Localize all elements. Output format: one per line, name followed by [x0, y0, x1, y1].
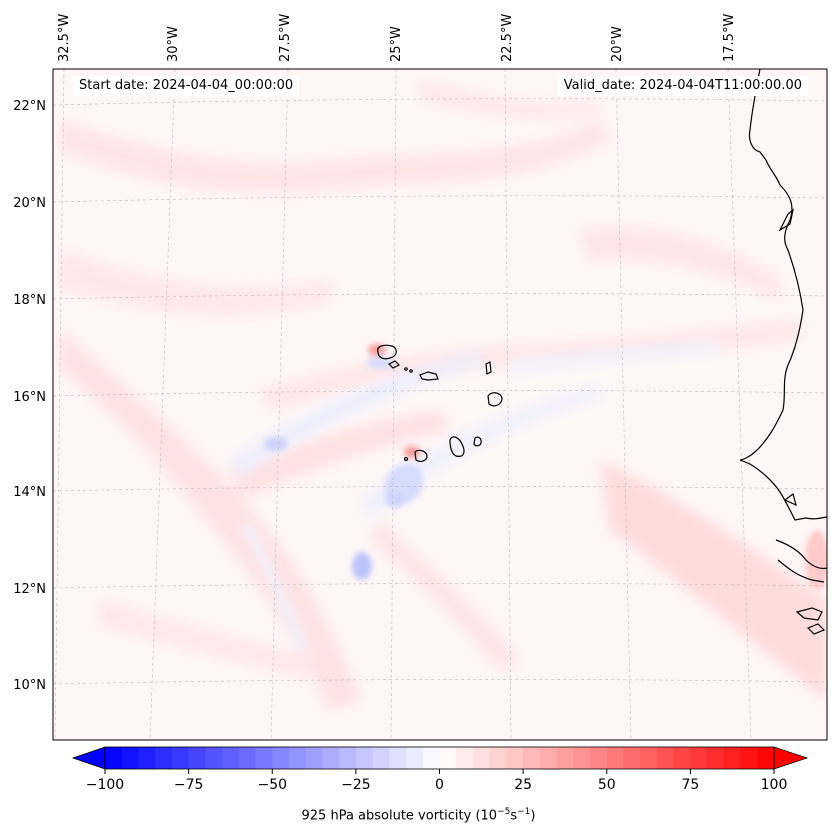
lon-label: 27.5°W	[278, 14, 293, 62]
colorbar-level	[372, 747, 390, 769]
cape-verde-islands	[377, 344, 503, 462]
map-frame	[52, 68, 828, 741]
longitude-labels: 32.5°W 30°W 27.5°W 25°W 22.5°W 20°W 17.5…	[57, 14, 737, 62]
colorbar-level	[389, 747, 407, 769]
colorbar-level	[288, 747, 307, 769]
colorbar-tick-label: 0	[435, 777, 444, 793]
colorbar-level	[523, 747, 541, 769]
colorbar-min-extend-arrow	[71, 746, 106, 770]
colorbar-level	[171, 747, 190, 769]
colorbar-level	[656, 747, 675, 769]
colorbar-level	[255, 747, 273, 769]
graticule	[53, 69, 827, 740]
colorbar-label: 925 hPa absolute vorticity (10−5s−1)	[301, 807, 536, 824]
colorbar-level	[222, 747, 240, 769]
lat-label: 10°N	[13, 678, 46, 693]
colorbar-level	[456, 747, 474, 769]
colorbar-level	[121, 747, 139, 769]
colorbar-tick-label: 50	[598, 777, 616, 793]
colorbar: −100 −75 −50 −25 0 25 50 75 100	[71, 746, 809, 793]
colorbar-level	[305, 747, 323, 769]
colorbar-level	[707, 747, 725, 769]
colorbar-level	[205, 747, 223, 769]
colorbar-tick-label: 100	[761, 777, 788, 793]
colorbar-level	[439, 747, 457, 769]
colorbar-level	[238, 747, 257, 769]
lon-label: 17.5°W	[722, 14, 737, 62]
colorbar-max-extend-arrow	[773, 746, 809, 770]
colorbar-tick-label: −50	[257, 777, 287, 793]
colorbar-level	[355, 747, 374, 769]
colorbar-level	[322, 747, 340, 769]
colorbar-level	[573, 747, 591, 769]
lon-label: 22.5°W	[500, 14, 515, 62]
colorbar-tick-label: −25	[341, 777, 371, 793]
lat-label: 20°N	[13, 196, 46, 211]
lat-label: 14°N	[13, 485, 46, 500]
colorbar-level	[472, 747, 491, 769]
colorbar-level	[690, 747, 708, 769]
colorbar-level	[723, 747, 742, 769]
lon-label: 30°W	[166, 26, 181, 62]
colorbar-level	[556, 747, 574, 769]
colorbar-level	[489, 747, 507, 769]
colorbar-level	[188, 747, 206, 769]
colorbar-level	[406, 747, 424, 769]
vorticity-field	[53, 69, 827, 740]
colorbar-level	[339, 747, 357, 769]
lat-label: 16°N	[13, 390, 46, 405]
colorbar-level	[155, 747, 173, 769]
colorbar-tick-label: −100	[86, 777, 124, 793]
colorbar-level	[105, 747, 123, 769]
lat-label: 22°N	[13, 99, 46, 114]
lon-label: 25°W	[389, 26, 404, 62]
start-date-label: Start date: 2024-04-04_00:00:00	[73, 76, 300, 96]
colorbar-level	[606, 747, 624, 769]
colorbar-level	[740, 747, 758, 769]
colorbar-level	[590, 747, 608, 769]
lat-label: 12°N	[13, 582, 46, 597]
lon-label: 32.5°W	[57, 14, 72, 62]
colorbar-tick-label: 75	[681, 777, 699, 793]
colorbar-tick-label: 25	[514, 777, 532, 793]
colorbar-tick-label: −75	[174, 777, 204, 793]
colorbar-level	[673, 747, 691, 769]
colorbar-level	[757, 747, 775, 769]
colorbar-level	[623, 747, 641, 769]
colorbar-level	[138, 747, 156, 769]
colorbar-level	[506, 747, 524, 769]
colorbar-level	[422, 747, 440, 769]
colorbar-level	[272, 747, 290, 769]
colorbar-level	[539, 747, 558, 769]
colorbar-level	[640, 747, 658, 769]
coastline	[739, 69, 827, 635]
lon-label: 20°W	[610, 26, 625, 62]
latitude-labels: 22°N 20°N 18°N 16°N 14°N 12°N 10°N	[13, 99, 46, 693]
valid-date-label: Valid_date: 2024-04-04T11:00:00.00	[557, 76, 808, 96]
lat-label: 18°N	[13, 293, 46, 308]
